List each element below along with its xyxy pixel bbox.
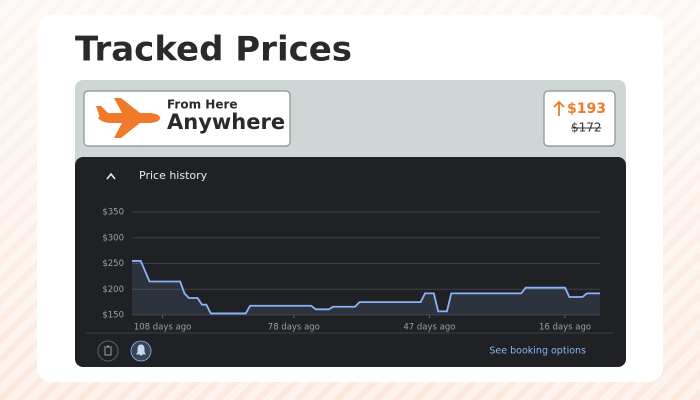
price-area bbox=[132, 260, 600, 315]
x-tick-label: 108 days ago bbox=[134, 323, 192, 333]
trip-origin: From Here bbox=[167, 98, 238, 112]
booking-link[interactable]: See booking options bbox=[489, 346, 586, 357]
page-title: Tracked Prices bbox=[75, 30, 352, 70]
trip-destination: Anywhere bbox=[167, 110, 285, 134]
trip-box[interactable] bbox=[83, 90, 291, 147]
price-up-arrow bbox=[553, 100, 565, 116]
x-tick-label: 78 days ago bbox=[268, 323, 320, 333]
history-panel bbox=[75, 157, 626, 367]
delete-icon bbox=[104, 345, 112, 356]
y-tick-label: $350 bbox=[102, 208, 124, 218]
x-tick-label: 47 days ago bbox=[403, 323, 455, 333]
panel-title: Price history bbox=[139, 169, 208, 182]
price-line bbox=[132, 260, 600, 315]
price-chart: $150 $200 $250 $300 $350 108 days ago 78 days … bbox=[102, 208, 600, 333]
y-tick-label: $300 bbox=[102, 233, 124, 243]
collapse-chevron[interactable] bbox=[106, 172, 116, 180]
x-tick-label: 16 days ago bbox=[539, 323, 591, 333]
delete-button[interactable] bbox=[97, 340, 119, 362]
current-price: $193 bbox=[567, 101, 606, 117]
alert-icon bbox=[136, 344, 146, 356]
plane-icon bbox=[96, 98, 160, 138]
price-box bbox=[543, 90, 616, 147]
y-tick-label: $250 bbox=[102, 259, 124, 269]
y-tick-label: $150 bbox=[102, 311, 124, 321]
y-tick-label: $200 bbox=[102, 285, 124, 295]
